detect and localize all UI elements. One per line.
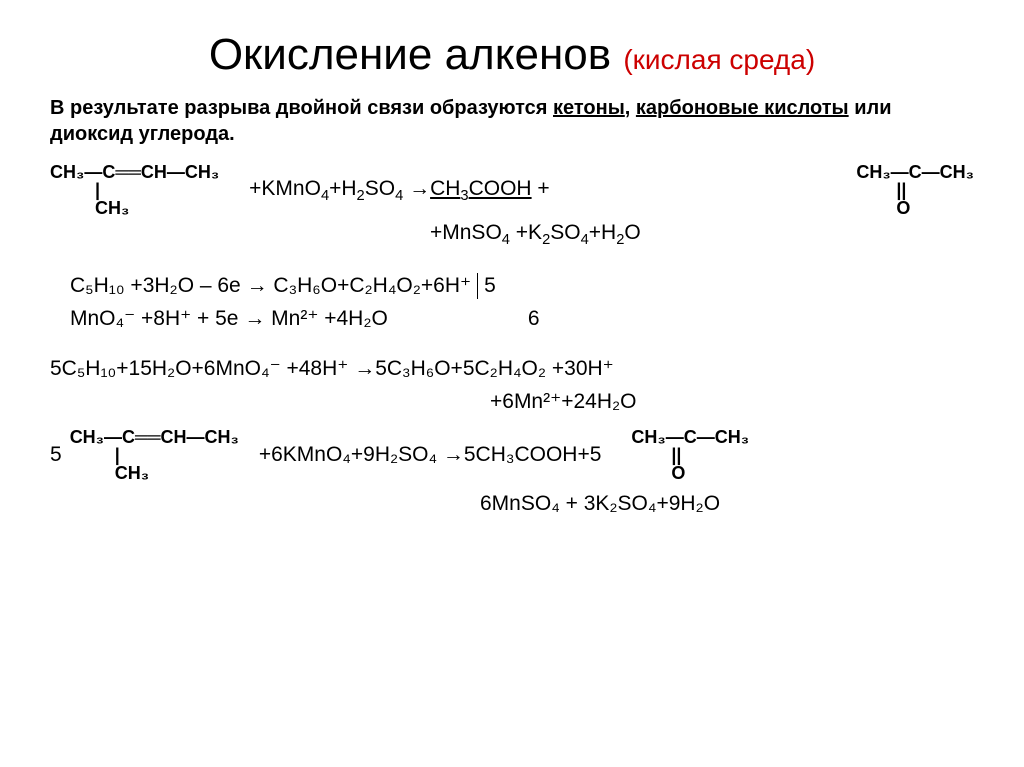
eq1-o: O xyxy=(624,221,640,244)
eq1-h2: +H xyxy=(589,221,616,244)
fstruct-l3: CH₃ xyxy=(70,464,149,482)
eq1-line2: +MnSO4 +K2SO4+H2O xyxy=(50,217,974,252)
half-reaction-2: MnO₄⁻ +8H⁺ + 5e → Mn²⁺ +4H₂O 6 xyxy=(70,303,974,336)
reactant-structure: CH₃—C══CH—CH₃ | CH₃ xyxy=(50,163,219,217)
hr2-body: ₄⁻ +8H⁺ + 5e → Mn²⁺ +4H₂O xyxy=(116,307,388,330)
ionic-line2: +6Mn²⁺+24H₂O xyxy=(50,386,974,419)
product-structure: CH₃—C—CH₃ || O xyxy=(856,163,974,217)
sub4d: 4 xyxy=(581,232,589,248)
fpstruct-l1: CH₃—C—CH₃ xyxy=(631,428,749,446)
divider-icon xyxy=(477,273,478,299)
hr2-mno: MnO xyxy=(70,307,116,330)
sub4: 4 xyxy=(321,188,329,204)
struct-l2: | xyxy=(50,181,100,199)
eq1-k: +K xyxy=(510,221,542,244)
eq1-middle: +KMnO4+H2SO4 →CH3COOH + xyxy=(219,173,826,208)
final-mid: +6KMnO₄+9H₂SO₄ →5CH₃COOH+5 xyxy=(239,439,602,472)
slide-title: Окисление алкенов (кислая среда) xyxy=(50,30,974,80)
eq1-arrow: → xyxy=(403,177,430,200)
struct-l1: CH₃—C══CH—CH₃ xyxy=(50,163,219,181)
half-reactions: C₅H₁₀ +3H₂O – 6e → C₃H₆O+C₂H₄O₂+6H⁺ 5 Mn… xyxy=(70,270,974,335)
ionic-line1: 5C₅H₁₀+15H₂O+6MnO₄⁻ +48H⁺ →5C₃H₆O+5C₂H₄O… xyxy=(50,353,974,386)
title-sub: (кислая среда) xyxy=(623,44,815,75)
final-line2: 6MnSO₄ + 3K₂SO₄+9H₂O xyxy=(50,488,974,521)
hr2-mult: 6 xyxy=(528,303,540,336)
sub4c: 4 xyxy=(502,232,510,248)
fpstruct-l3: O xyxy=(631,464,685,482)
eq1-kmno: +KMnO xyxy=(249,177,321,200)
struct-l3: CH₃ xyxy=(50,199,129,217)
sub2a: 2 xyxy=(357,188,365,204)
hr1-c: C xyxy=(70,274,85,297)
fstruct-l1: CH₃—C══CH—CH₃ xyxy=(70,428,239,446)
final-coeff: 5 xyxy=(50,439,62,472)
pstruct-l2: || xyxy=(856,181,906,199)
eq1-acid: CH3COOH xyxy=(430,177,532,200)
eq1-so2: SO xyxy=(550,221,580,244)
title-main: Окисление алкенов xyxy=(209,30,611,79)
eq1-ch: CH xyxy=(430,177,460,200)
final-product-structure: CH₃—C—CH₃ || O xyxy=(631,428,749,482)
eq1-mnso: +MnSO xyxy=(430,221,502,244)
eq1-so: SO xyxy=(365,177,395,200)
sub3: 3 xyxy=(460,188,468,204)
half-reaction-1: C₅H₁₀ +3H₂O – 6e → C₃H₆O+C₂H₄O₂+6H⁺ 5 xyxy=(70,270,974,303)
ionic-sum: 5C₅H₁₀+15H₂O+6MnO₄⁻ +48H⁺ →5C₃H₆O+5C₂H₄O… xyxy=(50,353,974,418)
eq1-cooh: COOH xyxy=(469,177,532,200)
eq1-plus: + xyxy=(532,177,550,200)
eq1-h: +H xyxy=(329,177,356,200)
hr1-mult: 5 xyxy=(484,270,496,303)
equation-1: CH₃—C══CH—CH₃ | CH₃ +KMnO4+H2SO4 →CH3COO… xyxy=(50,163,974,252)
intro-acids: карбоновые кислоты xyxy=(636,97,849,119)
intro-text: В результате разрыва двойной связи образ… xyxy=(50,95,974,147)
intro-ketones: кетоны xyxy=(553,97,625,119)
hr1-body: ₅H₁₀ +3H₂O – 6e → C₃H₆O+C₂H₄O₂+6H⁺ xyxy=(85,274,471,297)
intro-comma: , xyxy=(625,97,636,119)
intro-pre: В результате разрыва двойной связи образ… xyxy=(50,97,553,119)
pstruct-l1: CH₃—C—CH₃ xyxy=(856,163,974,181)
sub2b: 2 xyxy=(542,232,550,248)
sub4b: 4 xyxy=(395,188,403,204)
fstruct-l2: | xyxy=(70,446,120,464)
slide-content: Окисление алкенов (кислая среда) В резул… xyxy=(0,0,1024,551)
final-reactant-structure: CH₃—C══CH—CH₃ | CH₃ xyxy=(70,428,239,482)
fpstruct-l2: || xyxy=(631,446,681,464)
pstruct-l3: O xyxy=(856,199,910,217)
final-equation: 5 CH₃—C══CH—CH₃ | CH₃ +6KMnO₄+9H₂SO₄ →5C… xyxy=(50,428,974,521)
